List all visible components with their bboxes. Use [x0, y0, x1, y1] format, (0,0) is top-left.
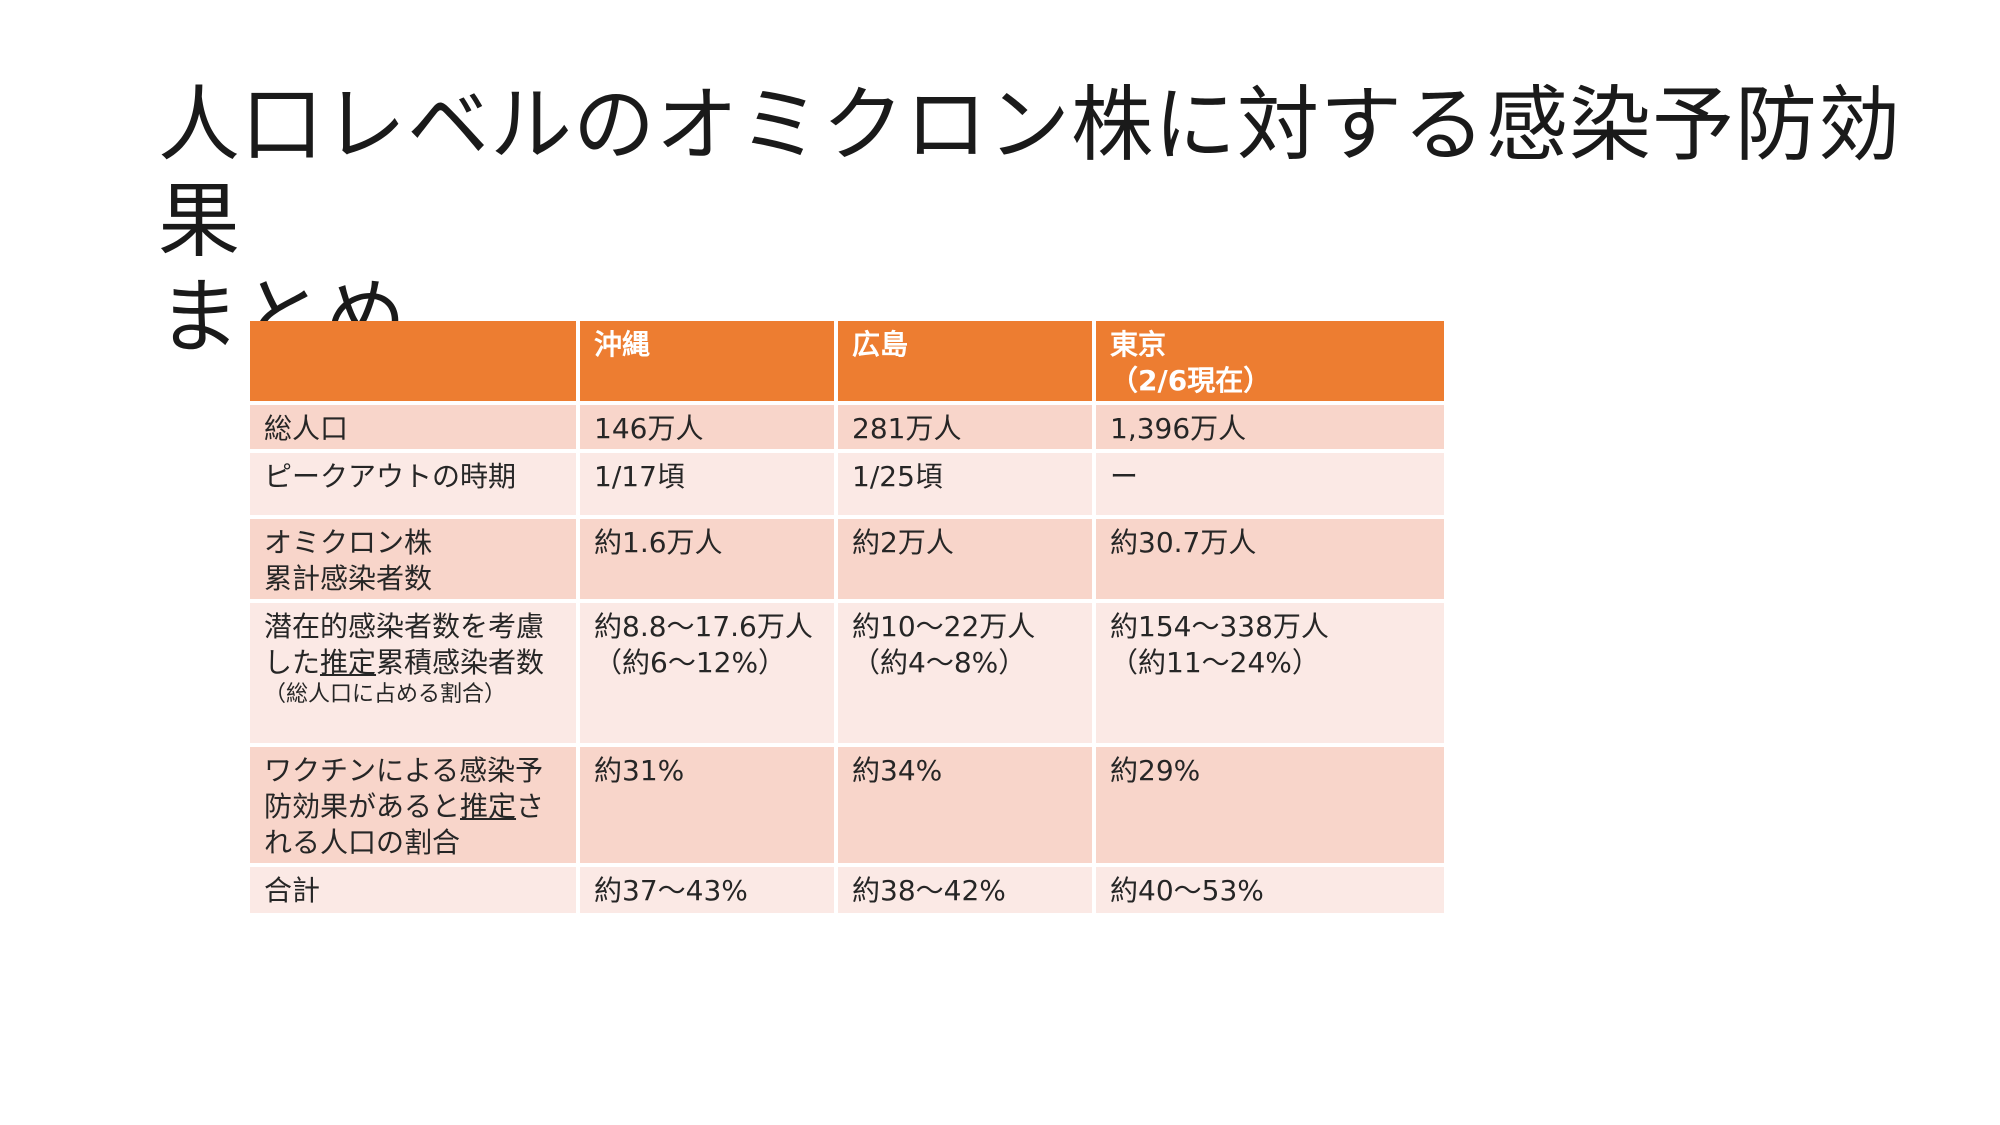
- cell-estimated-tokyo-range: 約154～338万人: [1110, 610, 1329, 643]
- header-tokyo: 東京 （2/6現在）: [1096, 321, 1444, 401]
- cell-population-tokyo: 1,396万人: [1096, 405, 1444, 449]
- cell-omicron-hiroshima: 約2万人: [838, 519, 1092, 599]
- row-label-estimated-part-3: 累積感染者数: [376, 646, 545, 679]
- row-label-omicron-line-2: 累計感染者数: [264, 562, 433, 595]
- table-row-population: 総人口 146万人 281万人 1,396万人: [250, 405, 1444, 449]
- row-label-estimated-note: （総人口に占める割合）: [264, 682, 507, 707]
- row-label-estimated-part-1: 潜在的感染者数を考慮: [264, 610, 545, 643]
- table-row-total: 合計 約37～43% 約38～42% 約40～53%: [250, 867, 1444, 913]
- cell-estimated-hiroshima-range: 約10～22万人: [852, 610, 1036, 643]
- cell-omicron-tokyo: 約30.7万人: [1096, 519, 1444, 599]
- cell-population-hiroshima: 281万人: [838, 405, 1092, 449]
- row-label-estimated-underlined: 推定: [320, 646, 377, 679]
- table-row-vaccine: ワクチンによる感染予防効果があると推定される人口の割合 約31% 約34% 約2…: [250, 747, 1444, 863]
- cell-total-okinawa: 約37～43%: [580, 867, 834, 913]
- row-label-omicron-line-1: オミクロン株: [264, 526, 433, 559]
- row-label-peakout: ピークアウトの時期: [250, 453, 576, 515]
- cell-estimated-okinawa-percent: （約6～12%）: [594, 646, 787, 679]
- table-row-estimated-cases: 潜在的感染者数を考慮 した推定累積感染者数 （総人口に占める割合） 約8.8～1…: [250, 603, 1444, 743]
- cell-vaccine-hiroshima: 約34%: [838, 747, 1092, 863]
- row-label-total: 合計: [250, 867, 576, 913]
- table-header-row: 沖縄 広島 東京 （2/6現在）: [250, 321, 1444, 401]
- table-row-peakout: ピークアウトの時期 1/17頃 1/25頃 ー: [250, 453, 1444, 515]
- cell-peakout-tokyo: ー: [1096, 453, 1444, 515]
- cell-vaccine-okinawa: 約31%: [580, 747, 834, 863]
- header-hiroshima: 広島: [838, 321, 1092, 401]
- header-blank: [250, 321, 576, 401]
- header-tokyo-label: 東京: [1110, 328, 1167, 361]
- cell-vaccine-tokyo: 約29%: [1096, 747, 1444, 863]
- cell-estimated-tokyo: 約154～338万人 （約11～24%）: [1096, 603, 1444, 743]
- cell-total-tokyo: 約40～53%: [1096, 867, 1444, 913]
- table-row-omicron-cases: オミクロン株 累計感染者数 約1.6万人 約2万人 約30.7万人: [250, 519, 1444, 599]
- row-label-omicron-cases: オミクロン株 累計感染者数: [250, 519, 576, 599]
- cell-peakout-okinawa: 1/17頃: [580, 453, 834, 515]
- row-label-estimated-cases: 潜在的感染者数を考慮 した推定累積感染者数 （総人口に占める割合）: [250, 603, 576, 743]
- row-label-vaccine-underlined: 推定: [460, 790, 517, 823]
- cell-total-hiroshima: 約38～42%: [838, 867, 1092, 913]
- cell-estimated-okinawa: 約8.8～17.6万人 （約6～12%）: [580, 603, 834, 743]
- cell-estimated-okinawa-range: 約8.8～17.6万人: [594, 610, 813, 643]
- row-label-vaccine-part-2: される人口の割合: [264, 790, 545, 859]
- cell-estimated-hiroshima-percent: （約4～8%）: [852, 646, 1027, 679]
- cell-omicron-okinawa: 約1.6万人: [580, 519, 834, 599]
- cell-estimated-hiroshima: 約10～22万人 （約4～8%）: [838, 603, 1092, 743]
- header-tokyo-note: （2/6現在）: [1110, 364, 1272, 397]
- summary-table: 沖縄 広島 東京 （2/6現在） 総人口 146万人 281万人 1,396万人…: [246, 317, 1448, 917]
- cell-estimated-tokyo-percent: （約11～24%）: [1110, 646, 1320, 679]
- header-okinawa: 沖縄: [580, 321, 834, 401]
- row-label-vaccine-part-1: ワクチンによる感染予防効果があると: [264, 754, 544, 823]
- row-label-population: 総人口: [250, 405, 576, 449]
- row-label-vaccine: ワクチンによる感染予防効果があると推定される人口の割合: [250, 747, 576, 863]
- cell-population-okinawa: 146万人: [580, 405, 834, 449]
- slide-title-line-1: 人口レベルのオミクロン株に対する感染予防効果: [158, 78, 1902, 269]
- cell-peakout-hiroshima: 1/25頃: [838, 453, 1092, 515]
- slide-title: 人口レベルのオミクロン株に対する感染予防効果 まとめ: [158, 78, 1918, 366]
- row-label-estimated-part-2: した: [264, 646, 321, 679]
